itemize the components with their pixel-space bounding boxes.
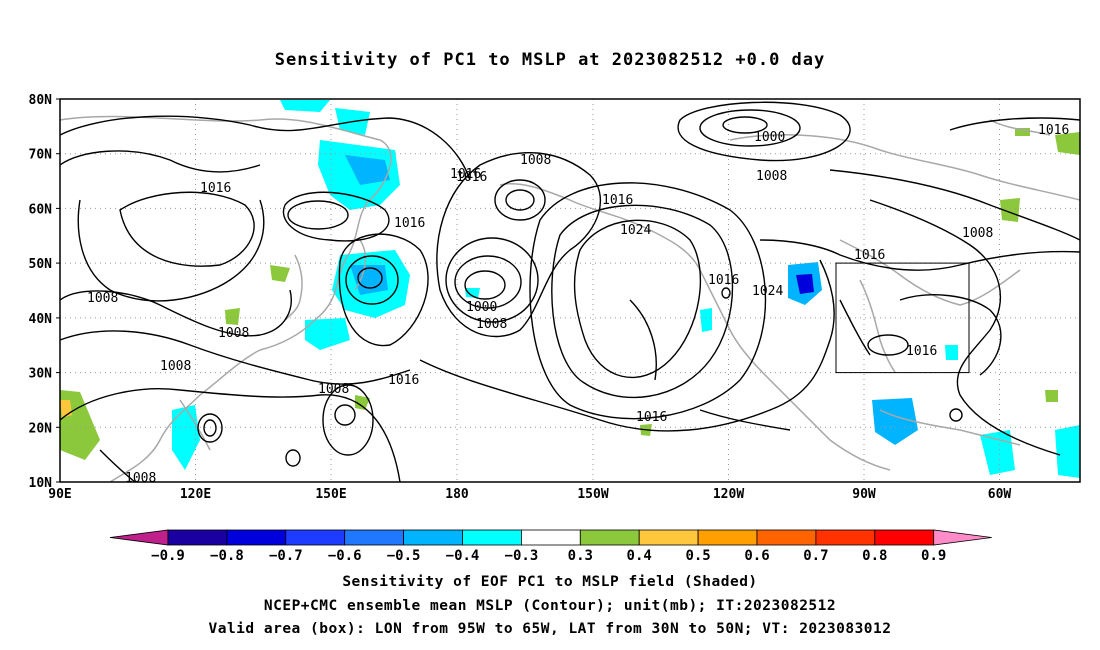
contour-label: 1008 bbox=[756, 169, 787, 184]
colorbar-label: 0.9 bbox=[921, 548, 946, 564]
contour-label: 1016 bbox=[854, 248, 885, 263]
shade-patch bbox=[700, 308, 712, 332]
shade-patch bbox=[465, 288, 480, 298]
contour-label: 1016 bbox=[708, 273, 739, 288]
contour-label: 1000 bbox=[466, 300, 497, 315]
contour-label: 1024 bbox=[752, 284, 783, 299]
colorbar-swatch bbox=[815, 529, 876, 546]
contour-label: 1008 bbox=[160, 359, 191, 374]
colorbar-swatch bbox=[167, 529, 228, 546]
colorbar-low-triangle bbox=[109, 529, 169, 546]
contour-label: 1008 bbox=[476, 317, 507, 332]
colorbar-label: −0.4 bbox=[446, 548, 480, 564]
shade-patch bbox=[796, 274, 814, 294]
colorbar-label: −0.9 bbox=[151, 548, 185, 564]
lon-label: 180 bbox=[445, 487, 469, 502]
contour-label: 1008 bbox=[218, 326, 249, 341]
contour-label: 1016 bbox=[394, 216, 425, 231]
colorbar-swatch bbox=[874, 529, 935, 546]
lon-label: 90W bbox=[852, 487, 876, 502]
coastlines bbox=[60, 115, 1080, 482]
lat-label: 30N bbox=[29, 367, 53, 382]
lat-axis bbox=[56, 98, 60, 483]
contour-label: 1008 bbox=[318, 382, 349, 397]
contour-label: 1024 bbox=[620, 223, 651, 238]
colorbar-swatch bbox=[462, 529, 522, 546]
shade-patch bbox=[305, 318, 350, 350]
lat-labels: 80N 70N 60N 50N 40N 30N 20N 10N bbox=[29, 93, 53, 491]
lat-label: 40N bbox=[29, 312, 53, 327]
contour-label: 1000 bbox=[754, 130, 785, 145]
caption-line-3: Valid area (box): LON from 95W to 65W, L… bbox=[208, 621, 892, 637]
shade-patch bbox=[1000, 198, 1020, 222]
contour-label: 1016 bbox=[456, 170, 487, 185]
contour-label: 1008 bbox=[962, 226, 993, 241]
lon-label: 150W bbox=[577, 487, 608, 502]
lon-label: 150E bbox=[315, 487, 346, 502]
colorbar-high-triangle bbox=[933, 529, 992, 546]
colorbar-label: 0.8 bbox=[862, 548, 887, 564]
shade-patch bbox=[355, 395, 370, 410]
contour-label: 1008 bbox=[87, 291, 118, 306]
shade-patch bbox=[280, 100, 330, 112]
lon-labels: 90E 120E 150E 180 150W 120W 90W 60W bbox=[48, 487, 1011, 502]
colorbar-label: 0.7 bbox=[803, 548, 828, 564]
contour-label: 1008 bbox=[520, 153, 551, 168]
shade-patch bbox=[345, 155, 390, 185]
map-frame bbox=[59, 98, 1081, 483]
lon-label: 90E bbox=[48, 487, 71, 502]
caption-line-1: Sensitivity of EOF PC1 to MSLP field (Sh… bbox=[342, 574, 758, 590]
colorbar-label: 0.4 bbox=[627, 548, 652, 564]
colorbar-swatch bbox=[638, 529, 699, 546]
contour-labels: 1016 1000 1008 1016 1016 1024 1016 1016 … bbox=[87, 123, 1069, 486]
map-title: Sensitivity of PC1 to MSLP at 2023082512… bbox=[274, 50, 826, 70]
colorbar-swatch bbox=[285, 529, 346, 546]
contour-label: 1016 bbox=[906, 344, 937, 359]
lat-label: 20N bbox=[29, 421, 53, 436]
colorbar-label: −0.3 bbox=[505, 548, 539, 564]
sensitivity-shading bbox=[60, 100, 1080, 478]
colorbar-label: 0.5 bbox=[685, 548, 710, 564]
lat-label: 60N bbox=[29, 202, 53, 217]
contour-label: 1008 bbox=[125, 471, 156, 486]
lat-label: 80N bbox=[29, 93, 53, 108]
caption-line-2: NCEP+CMC ensemble mean MSLP (Contour); u… bbox=[263, 598, 837, 614]
contour-label: 1016 bbox=[602, 193, 633, 208]
shade-patch bbox=[1045, 390, 1058, 402]
colorbar-swatch bbox=[756, 529, 817, 546]
colorbar-swatch bbox=[521, 529, 581, 546]
shade-patch bbox=[945, 345, 958, 360]
colorbar-label: 0.6 bbox=[744, 548, 769, 564]
colorbar-swatch bbox=[579, 529, 640, 546]
mslp-contours bbox=[60, 101, 1080, 482]
colorbar-swatch bbox=[226, 529, 287, 546]
shade-patch bbox=[270, 265, 290, 282]
colorbar-label: 0.3 bbox=[568, 548, 593, 564]
shade-patch bbox=[1055, 425, 1080, 478]
shade-patch bbox=[872, 398, 918, 445]
colorbar-swatch bbox=[697, 529, 758, 546]
shade-patch bbox=[225, 308, 240, 325]
lon-label: 60W bbox=[988, 487, 1012, 502]
lat-label: 10N bbox=[29, 476, 53, 491]
lon-label: 120E bbox=[180, 487, 211, 502]
colorbar-swatch bbox=[344, 529, 405, 546]
colorbar-swatch bbox=[403, 529, 463, 546]
contour-label: 1016 bbox=[636, 410, 667, 425]
lat-label: 50N bbox=[29, 257, 53, 272]
contour-label: 1016 bbox=[1038, 123, 1069, 138]
colorbar-label: −0.5 bbox=[387, 548, 421, 564]
contour-label: 1016 bbox=[388, 373, 419, 388]
colorbar-label: −0.6 bbox=[328, 548, 362, 564]
contour-label: 1016 bbox=[450, 167, 481, 182]
lat-label: 70N bbox=[29, 148, 53, 163]
colorbar: −0.9 −0.8 −0.7 −0.6 −0.5 −0.4 −0.3 0.3 0.4 0.5 0.6… bbox=[109, 529, 992, 564]
colorbar-label: −0.8 bbox=[210, 548, 244, 564]
colorbar-label: −0.7 bbox=[269, 548, 303, 564]
lon-label: 120W bbox=[713, 487, 744, 502]
valid-area-box bbox=[835, 262, 970, 374]
shade-patch bbox=[1055, 132, 1080, 155]
contour-label: 1016 bbox=[200, 181, 231, 196]
